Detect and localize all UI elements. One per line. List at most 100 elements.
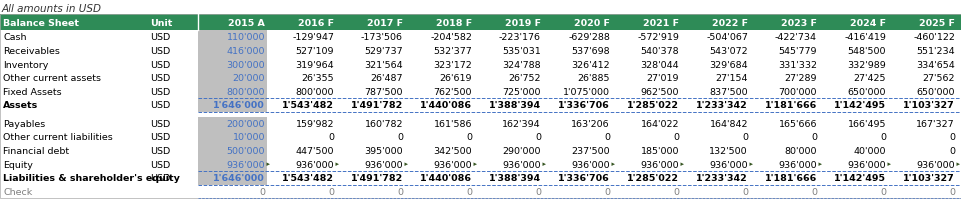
Polygon shape [335, 163, 339, 166]
Text: USD: USD [150, 101, 170, 110]
Text: 1'336'706: 1'336'706 [558, 101, 610, 110]
Text: -129'947: -129'947 [292, 33, 334, 42]
Text: 535'031: 535'031 [503, 47, 541, 56]
Text: 0: 0 [604, 187, 610, 196]
Text: Equity: Equity [3, 160, 33, 169]
Text: 323'172: 323'172 [433, 60, 472, 69]
Text: 10'000: 10'000 [233, 133, 265, 142]
Text: 545'779: 545'779 [778, 47, 817, 56]
Text: 331'332: 331'332 [778, 60, 817, 69]
Polygon shape [611, 163, 615, 166]
Text: 342'500: 342'500 [433, 146, 472, 155]
Text: 0: 0 [259, 187, 265, 196]
Text: 1'233'342: 1'233'342 [697, 101, 748, 110]
Text: 0: 0 [466, 133, 472, 142]
Text: Unit: Unit [150, 18, 172, 27]
Text: 1'543'482: 1'543'482 [282, 174, 334, 182]
Text: 1'103'327: 1'103'327 [903, 174, 955, 182]
Text: 0: 0 [535, 133, 541, 142]
Polygon shape [956, 163, 960, 166]
Text: 200'000: 200'000 [227, 119, 265, 128]
Text: USD: USD [150, 133, 170, 142]
Text: 1'388'394: 1'388'394 [489, 101, 541, 110]
Text: Assets: Assets [3, 101, 38, 110]
Text: -572'919: -572'919 [637, 33, 679, 42]
Text: 2017 F: 2017 F [367, 18, 403, 27]
Text: 787'500: 787'500 [364, 87, 403, 96]
Text: 936'000: 936'000 [778, 160, 817, 169]
Text: 543'072: 543'072 [709, 47, 748, 56]
Text: -504'067: -504'067 [706, 33, 748, 42]
Text: 167'327: 167'327 [917, 119, 955, 128]
Bar [198, 158, 267, 171]
Bar [198, 31, 267, 44]
Text: 0: 0 [742, 133, 748, 142]
Text: 1'440'086: 1'440'086 [420, 174, 472, 182]
Text: 1'491'782: 1'491'782 [351, 174, 403, 182]
Text: Other current liabilities: Other current liabilities [3, 133, 112, 142]
Text: Fixed Assets: Fixed Assets [3, 87, 62, 96]
Text: 0: 0 [604, 133, 610, 142]
Text: 2015 A: 2015 A [228, 18, 265, 27]
Text: 165'666: 165'666 [778, 119, 817, 128]
Text: 1'181'666: 1'181'666 [765, 174, 817, 182]
Text: 500'000: 500'000 [227, 146, 265, 155]
Text: 80'000: 80'000 [784, 146, 817, 155]
Text: 0: 0 [880, 187, 886, 196]
Text: 837'500: 837'500 [709, 87, 748, 96]
Text: All amounts in USD: All amounts in USD [2, 4, 102, 14]
Text: 27'425: 27'425 [853, 74, 886, 83]
Text: 0: 0 [811, 133, 817, 142]
Text: USD: USD [150, 160, 170, 169]
Text: 532'377: 532'377 [433, 47, 472, 56]
Text: 416'000: 416'000 [227, 47, 265, 56]
Text: 0: 0 [949, 187, 955, 196]
Text: 26'619: 26'619 [439, 74, 472, 83]
Text: 537'698: 537'698 [572, 47, 610, 56]
Text: Check: Check [3, 187, 33, 196]
Polygon shape [888, 163, 891, 166]
Text: 2023 F: 2023 F [781, 18, 817, 27]
Text: 0: 0 [949, 133, 955, 142]
Text: USD: USD [150, 146, 170, 155]
Text: 1'181'666: 1'181'666 [765, 101, 817, 110]
Text: 936'000: 936'000 [572, 160, 610, 169]
Text: Inventory: Inventory [3, 60, 48, 69]
Text: 936'000: 936'000 [364, 160, 403, 169]
Text: USD: USD [150, 74, 170, 83]
Polygon shape [543, 163, 546, 166]
Text: 40'000: 40'000 [853, 146, 886, 155]
Text: 27'019: 27'019 [647, 74, 679, 83]
Text: 26'885: 26'885 [578, 74, 610, 83]
Text: 26'355: 26'355 [302, 74, 334, 83]
Bar [0, 15, 961, 31]
Text: 237'500: 237'500 [572, 146, 610, 155]
Text: 27'562: 27'562 [923, 74, 955, 83]
Text: 321'564: 321'564 [364, 60, 403, 69]
Text: 26'487: 26'487 [371, 74, 403, 83]
Text: 0: 0 [949, 146, 955, 155]
Text: -422'734: -422'734 [775, 33, 817, 42]
Text: 27'154: 27'154 [716, 74, 748, 83]
Text: 162'394: 162'394 [503, 119, 541, 128]
Text: USD: USD [150, 87, 170, 96]
Text: 1'285'022: 1'285'022 [627, 101, 679, 110]
Text: 334'654: 334'654 [916, 60, 955, 69]
Text: 1'646'000: 1'646'000 [213, 174, 265, 182]
Text: 650'000: 650'000 [917, 87, 955, 96]
Polygon shape [405, 163, 408, 166]
Text: 329'684: 329'684 [709, 60, 748, 69]
Text: -460'122: -460'122 [913, 33, 955, 42]
Text: 326'412: 326'412 [572, 60, 610, 69]
Text: 328'044: 328'044 [640, 60, 679, 69]
Text: 936'000: 936'000 [433, 160, 472, 169]
Text: 185'000: 185'000 [640, 146, 679, 155]
Text: Payables: Payables [3, 119, 45, 128]
Text: 1'646'000: 1'646'000 [213, 101, 265, 110]
Text: 0: 0 [673, 187, 679, 196]
Text: 2020 F: 2020 F [574, 18, 610, 27]
Text: 800'000: 800'000 [227, 87, 265, 96]
Bar [198, 72, 267, 85]
Text: 1'543'482: 1'543'482 [282, 101, 334, 110]
Text: 0: 0 [742, 187, 748, 196]
